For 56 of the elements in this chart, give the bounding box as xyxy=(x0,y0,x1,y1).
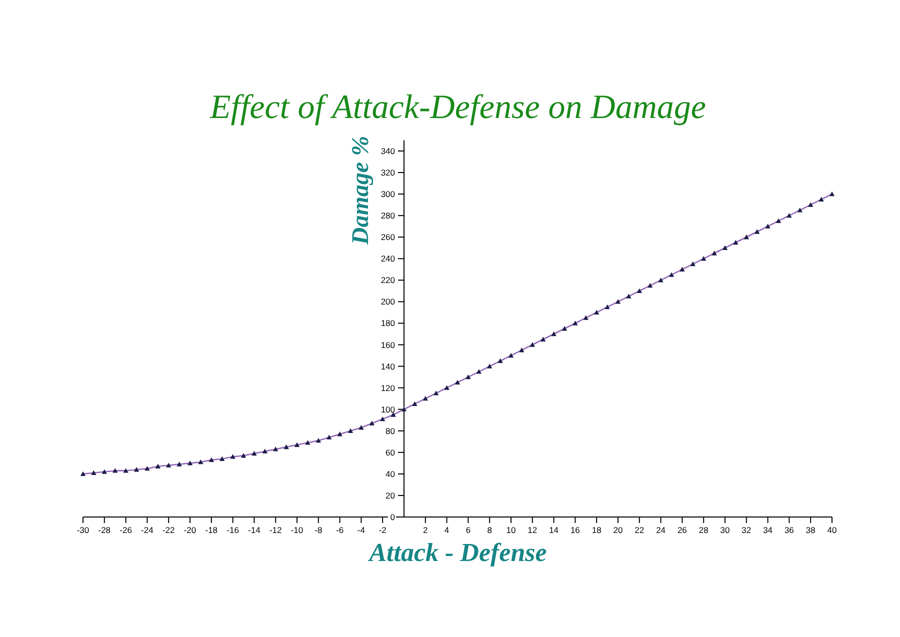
x-tick-label: -16 xyxy=(226,525,240,535)
x-tick-label: -6 xyxy=(336,525,344,535)
x-tick-label: -14 xyxy=(248,525,261,535)
y-tick-label: 260 xyxy=(380,232,396,242)
y-tick-label: 280 xyxy=(380,210,396,221)
x-tick-label: 14 xyxy=(549,525,559,535)
y-tick-label: 300 xyxy=(380,189,396,200)
y-axis-title: Damage % xyxy=(348,136,374,246)
y-tick-label: 160 xyxy=(380,340,396,350)
x-tick-label: 20 xyxy=(613,525,623,535)
x-tick-label: -30 xyxy=(76,525,90,535)
y-tick-label: 200 xyxy=(380,296,396,307)
y-tick-label: 100 xyxy=(380,404,396,414)
x-tick-label: 6 xyxy=(466,525,471,535)
x-tick-label: 28 xyxy=(698,525,709,535)
x-tick-label: -26 xyxy=(120,525,132,535)
y-tick-label: 220 xyxy=(380,275,396,286)
x-tick-label: -22 xyxy=(162,525,176,535)
x-tick-label: 10 xyxy=(506,525,516,535)
y-tick-label: 340 xyxy=(380,146,396,156)
y-tick-label: 40 xyxy=(386,468,396,479)
x-tick-label: 36 xyxy=(784,525,794,535)
chart-title: Effect of Attack-Defense on Damage xyxy=(209,89,706,126)
x-tick-label: 32 xyxy=(742,525,752,535)
y-tick-label: 140 xyxy=(380,361,396,372)
x-tick-label: -8 xyxy=(314,525,322,535)
x-tick-label: 22 xyxy=(634,525,644,535)
x-tick-label: -20 xyxy=(184,525,196,535)
y-tick-label: 60 xyxy=(386,447,396,458)
x-tick-label: -12 xyxy=(269,525,282,535)
x-tick-label: 38 xyxy=(806,525,816,535)
y-tick-label: 0 xyxy=(390,512,396,522)
x-tick-label: 30 xyxy=(720,525,730,535)
y-tick-label: 180 xyxy=(380,318,396,328)
x-tick-label: -2 xyxy=(378,525,387,535)
x-tick-label: 4 xyxy=(444,525,450,535)
x-tick-label: 26 xyxy=(677,525,688,535)
x-tick-label: 8 xyxy=(487,525,492,535)
x-tick-label: 16 xyxy=(570,525,580,535)
x-tick-label: 40 xyxy=(827,525,837,535)
y-tick-label: 80 xyxy=(386,426,396,436)
x-tick-label: 34 xyxy=(763,525,773,535)
x-tick-label: 2 xyxy=(423,525,428,535)
x-tick-label: 24 xyxy=(656,525,666,535)
y-tick-label: 240 xyxy=(380,254,396,264)
x-tick-label: 12 xyxy=(528,525,538,535)
x-tick-label: -10 xyxy=(290,525,304,535)
y-tick-label: 20 xyxy=(386,490,396,500)
y-tick-label: 120 xyxy=(380,382,396,393)
x-tick-label: 18 xyxy=(592,525,602,535)
x-tick-label: -28 xyxy=(98,525,111,535)
y-tick-label: 320 xyxy=(380,168,396,178)
x-axis-title: Attack - Defense xyxy=(367,538,547,567)
x-tick-label: -18 xyxy=(205,525,218,535)
x-tick-label: -4 xyxy=(357,525,366,535)
x-tick-label: -24 xyxy=(141,525,154,535)
